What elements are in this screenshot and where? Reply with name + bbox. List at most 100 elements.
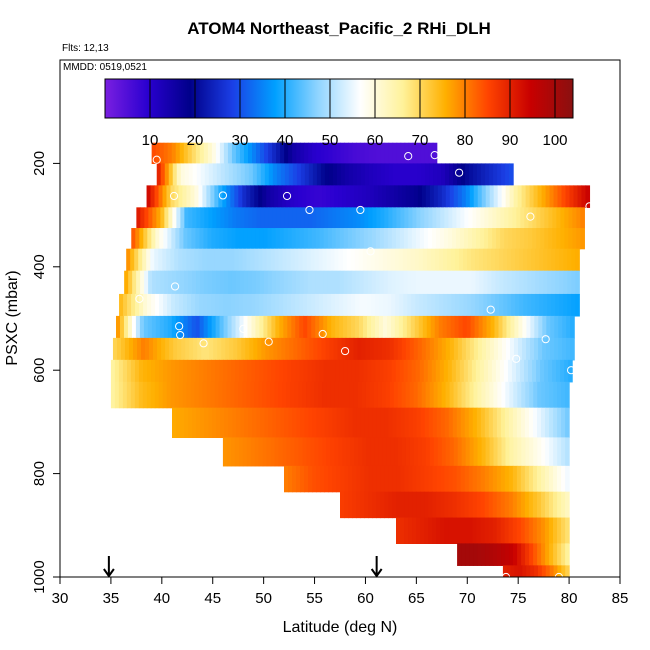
heatmap-cell [442, 248, 448, 272]
heatmap-cell [300, 407, 305, 439]
heatmap-cell [418, 315, 424, 339]
heatmap-cell [502, 315, 508, 339]
heatmap-cell [446, 315, 452, 339]
heatmap-cell [272, 163, 278, 186]
heatmap-cell [320, 163, 326, 186]
heatmap-cell [268, 163, 274, 186]
heatmap-cell [427, 359, 433, 383]
heatmap-cell [580, 228, 585, 250]
heatmap-cell [400, 407, 406, 439]
heatmap-cell [562, 337, 567, 361]
heatmap-cell [509, 185, 515, 208]
heatmap-cell [356, 407, 362, 439]
heatmap-cell [322, 248, 328, 272]
heatmap-cell [409, 337, 415, 361]
heatmap-cell [327, 270, 333, 295]
heatmap-cell [499, 248, 504, 272]
heatmap-cell [411, 228, 417, 250]
heatmap-cell [522, 565, 527, 577]
heatmap-cell [303, 293, 308, 317]
heatmap-cell [446, 248, 452, 272]
heatmap-cell [544, 228, 549, 250]
flight-arrows [103, 556, 383, 578]
heatmap-cell [276, 207, 281, 229]
heatmap-cell [483, 270, 489, 295]
heatmap-cell [543, 270, 548, 295]
heatmap-cell [381, 381, 387, 409]
heatmap-cell [260, 407, 265, 439]
heatmap-cell [324, 163, 330, 186]
heatmap-cell [372, 491, 377, 519]
heatmap-cell [412, 465, 418, 493]
heatmap-cell [518, 337, 523, 361]
heatmap-cell [187, 359, 192, 383]
heatmap-cell [425, 381, 431, 409]
heatmap-cell [181, 337, 186, 361]
heatmap-cell [575, 293, 580, 317]
heatmap-cell [320, 407, 326, 439]
heatmap-cell [456, 207, 461, 229]
heatmap-cell [472, 228, 477, 250]
heatmap-cell [288, 142, 293, 164]
heatmap-cell [243, 270, 249, 295]
sample-point [404, 152, 413, 161]
heatmap-cell [412, 491, 417, 519]
heatmap-cell [477, 543, 482, 566]
heatmap-cell [359, 359, 365, 383]
heatmap-cell [279, 228, 285, 250]
heatmap-cell [561, 491, 566, 519]
sample-point [318, 329, 327, 339]
heatmap-cell [258, 437, 264, 467]
heatmap-cell [312, 163, 318, 186]
heatmap-cell [166, 185, 172, 208]
heatmap-cell [174, 381, 180, 409]
heatmap-cell [191, 359, 196, 383]
heatmap-cell [295, 270, 301, 295]
heatmap-cell [485, 543, 490, 566]
heatmap-cell [226, 248, 232, 272]
heatmap-cell [445, 185, 451, 208]
heatmap-cell [406, 248, 412, 272]
heatmap-cell [421, 437, 427, 467]
heatmap-cell [191, 293, 196, 317]
heatmap-cell [393, 381, 399, 409]
heatmap-cell [517, 543, 522, 566]
heatmap-cell [146, 185, 152, 208]
heatmap-cell [540, 517, 546, 544]
heatmap-cell [440, 207, 445, 229]
heatmap-cell [340, 407, 346, 439]
heatmap-cell [455, 359, 461, 383]
heatmap-cell [459, 293, 464, 317]
heatmap-cell [347, 270, 353, 295]
heatmap-cell [354, 437, 359, 467]
heatmap-cell [400, 207, 405, 229]
heatmap-cell [364, 407, 370, 439]
heatmap-cell [192, 163, 198, 186]
heatmap-cell [504, 491, 510, 519]
heatmap-cell [311, 270, 317, 295]
heatmap-cell [534, 315, 539, 339]
heatmap-cell [400, 465, 406, 493]
heatmap-cell [328, 207, 333, 229]
heatmap-cell [416, 407, 422, 439]
heatmap-cell [450, 248, 456, 272]
heatmap-cell [522, 337, 527, 361]
heatmap-cell [126, 359, 132, 383]
heatmap-cell [258, 185, 263, 208]
sample-point [175, 322, 184, 331]
heatmap-cell [339, 359, 345, 383]
sample-point [176, 330, 185, 340]
heatmap-cell [175, 293, 180, 317]
heatmap-cell [254, 185, 259, 208]
heatmap-cell [322, 185, 327, 208]
heatmap-cell [375, 228, 381, 250]
heatmap-cell [398, 315, 404, 339]
heatmap-cell [549, 491, 554, 519]
heatmap-cell [293, 337, 299, 361]
heatmap-cell [298, 248, 304, 272]
heatmap-cell [256, 207, 261, 229]
heatmap-cell [500, 491, 506, 519]
heatmap-cell [560, 207, 565, 229]
heatmap-cell [339, 228, 345, 250]
heatmap-cell [363, 270, 369, 295]
